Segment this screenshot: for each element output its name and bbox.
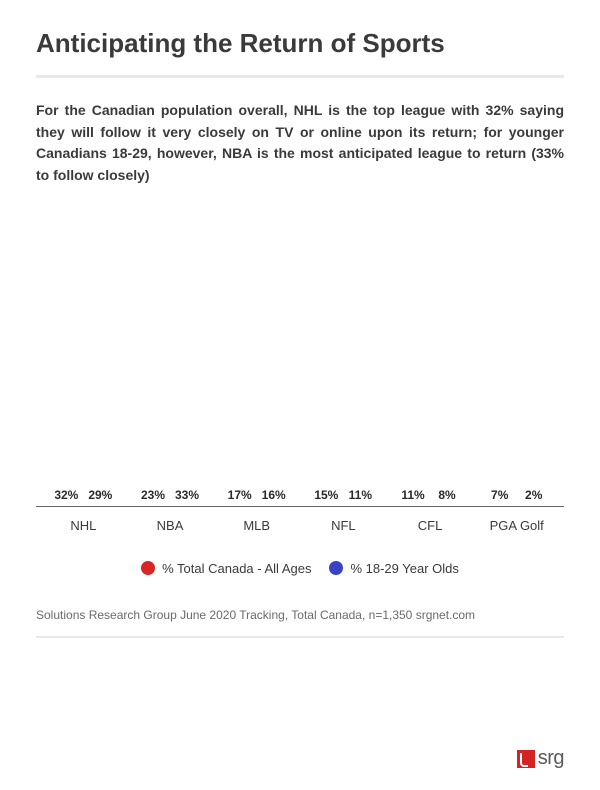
footnote: Solutions Research Group June 2020 Track… [36,608,564,622]
legend-item: % 18-29 Year Olds [329,561,458,576]
legend-swatch [329,561,343,575]
bar-value-label: 8% [438,488,455,502]
x-label: NHL [40,518,127,533]
bar-value-label: 17% [228,488,252,502]
srg-logo-icon [517,750,535,768]
bar-value-label: 33% [175,488,199,502]
bar-value-label: 16% [262,488,286,502]
legend-item: % Total Canada - All Ages [141,561,311,576]
srg-logo-text: srg [538,747,564,770]
x-label: NFL [300,518,387,533]
bar-value-label: 2% [525,488,542,502]
divider-bottom [36,636,564,638]
bar-value-label: 32% [54,488,78,502]
x-label: NBA [127,518,214,533]
bar-value-label: 23% [141,488,165,502]
bar-value-label: 15% [314,488,338,502]
subtitle-text: For the Canadian population overall, NHL… [36,100,564,187]
legend: % Total Canada - All Ages % 18-29 Year O… [36,561,564,576]
x-label: PGA Golf [473,518,560,533]
page-title: Anticipating the Return of Sports [36,28,564,59]
legend-swatch [141,561,155,575]
bar-value-label: 11% [349,488,372,502]
x-axis-labels: NHLNBAMLBNFLCFLPGA Golf [36,513,564,533]
x-label: MLB [213,518,300,533]
bar-value-label: 11% [401,488,424,502]
bar-chart: 32% 29% 23% 33% 17% 16% 15% 11% 11% 8% 7% 2% [36,267,564,507]
srg-logo: srg [517,747,564,770]
bar-value-label: 7% [491,488,508,502]
x-label: CFL [387,518,474,533]
divider-top [36,75,564,78]
bar-value-label: 29% [88,488,112,502]
legend-label: % Total Canada - All Ages [162,561,311,576]
legend-label: % 18-29 Year Olds [350,561,458,576]
